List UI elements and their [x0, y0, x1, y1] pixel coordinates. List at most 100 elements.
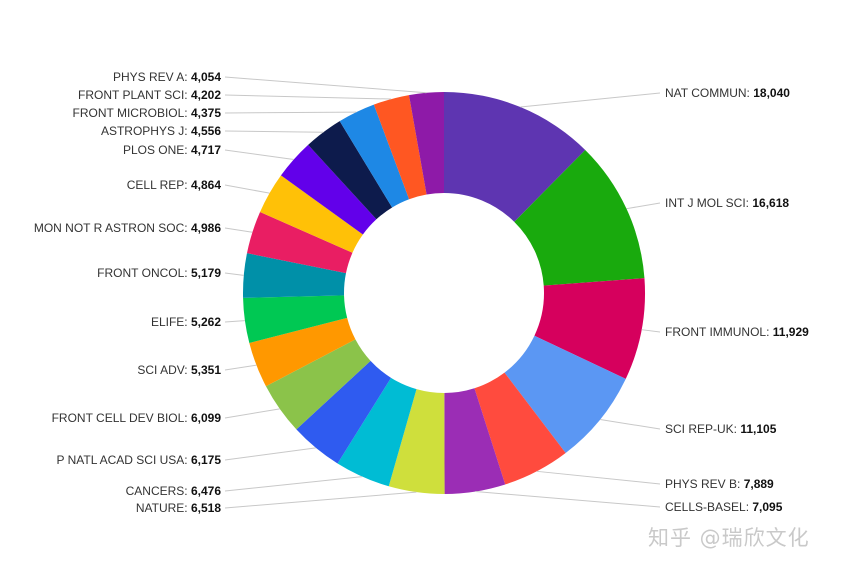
label-name: ELIFE:	[151, 315, 191, 329]
label-value: 6,175	[191, 453, 221, 467]
leader-line-sci-adv	[224, 364, 257, 371]
slice-int-j-mol-sci	[514, 149, 645, 286]
label-value: 6,099	[191, 411, 221, 425]
label-value: 5,179	[191, 266, 221, 280]
label-value: 4,717	[191, 143, 221, 157]
slice-mon-not-r-astron-soc	[246, 211, 353, 274]
label-value: 16,618	[752, 196, 789, 210]
label-name: PLOS ONE:	[123, 143, 191, 157]
label-value: 11,105	[740, 422, 776, 436]
leader-line-front-oncol	[224, 272, 244, 276]
slice-elife	[243, 295, 348, 344]
slice-cells-basel	[444, 388, 506, 494]
label-astrophys-j: ASTROPHYS J: 4,556	[101, 124, 221, 138]
label-sci-rep-uk: SCI REP-UK: 11,105	[665, 422, 777, 436]
leader-line-elife	[224, 320, 245, 323]
leader-line-phys-rev-a	[224, 76, 427, 94]
slice-front-immunol	[534, 278, 645, 379]
label-value: 7,095	[752, 500, 782, 514]
label-name: FRONT PLANT SCI:	[78, 88, 191, 102]
label-nature: NATURE: 6,518	[136, 501, 221, 515]
label-value: 6,518	[191, 501, 221, 515]
label-value: 18,040	[753, 86, 790, 100]
labels-group: NAT COMMUN: 18,040 INT J MOL SCI: 16,618 F…	[34, 70, 809, 515]
label-name: FRONT ONCOL:	[97, 266, 191, 280]
label-front-cell-dev-biol: FRONT CELL DEV BIOL: 6,099	[52, 411, 222, 425]
label-name: PHYS REV B:	[665, 477, 744, 491]
leader-line-phys-rev-b	[536, 470, 661, 485]
label-name: CANCERS:	[126, 484, 191, 498]
slice-p-natl-acad-sci-usa	[296, 360, 392, 464]
label-value: 4,864	[191, 178, 221, 192]
leader-line-p-natl-acad-sci-usa	[224, 447, 316, 461]
label-name: NATURE:	[136, 501, 191, 515]
leader-line-nat-commun	[520, 92, 661, 108]
label-nat-commun: NAT COMMUN: 18,040	[665, 86, 790, 100]
slice-phys-rev-b	[474, 372, 566, 485]
label-name: SCI REP-UK:	[665, 422, 740, 436]
leader-line-front-cell-dev-biol	[224, 408, 280, 419]
label-name: PHYS REV A:	[113, 70, 191, 84]
leader-line-front-immunol	[641, 329, 661, 333]
leader-lines-group	[224, 76, 661, 509]
label-value: 4,054	[191, 70, 221, 84]
slice-front-oncol	[242, 253, 346, 298]
label-p-natl-acad-sci-usa: P NATL ACAD SCI USA: 6,175	[56, 453, 221, 467]
label-value: 4,202	[191, 88, 221, 102]
label-value: 6,476	[191, 484, 221, 498]
leader-line-mon-not-r-astron-soc	[224, 227, 253, 233]
label-front-microbiol: FRONT MICROBIOL: 4,375	[73, 106, 222, 120]
label-name: CELLS-BASEL:	[665, 500, 752, 514]
label-value: 11,929	[773, 325, 809, 339]
label-mon-not-r-astron-soc: MON NOT R ASTRON SOC: 4,986	[34, 221, 221, 235]
label-name: NAT COMMUN:	[665, 86, 753, 100]
label-name: ASTROPHYS J:	[101, 124, 191, 138]
leader-line-astrophys-j	[224, 130, 324, 133]
label-value: 5,351	[191, 363, 221, 377]
leader-line-plos-one	[224, 149, 294, 160]
slice-sci-rep-uk	[504, 335, 626, 454]
label-sci-adv: SCI ADV: 5,351	[137, 363, 221, 377]
label-value: 7,889	[744, 477, 774, 491]
slices-group	[242, 92, 645, 495]
leader-line-int-j-mol-sci	[626, 202, 661, 210]
slice-cell-rep	[260, 175, 363, 253]
leader-line-nature	[224, 491, 417, 509]
leader-line-front-microbiol	[224, 111, 357, 114]
label-phys-rev-b: PHYS REV B: 7,889	[665, 477, 774, 491]
label-cell-rep: CELL REP: 4,864	[127, 178, 222, 192]
label-name: FRONT IMMUNOL:	[665, 325, 773, 339]
label-front-plant-sci: FRONT PLANT SCI: 4,202	[78, 88, 221, 102]
slice-front-cell-dev-biol	[265, 339, 371, 430]
label-name: INT J MOL SCI:	[665, 196, 752, 210]
label-elife: ELIFE: 5,262	[151, 315, 221, 329]
slice-front-plant-sci	[373, 95, 427, 200]
label-front-immunol: FRONT IMMUNOL: 11,929	[665, 325, 809, 339]
label-value: 5,262	[191, 315, 221, 329]
label-value: 4,986	[191, 221, 221, 235]
label-phys-rev-a: PHYS REV A: 4,054	[113, 70, 221, 84]
label-value: 4,375	[191, 106, 221, 120]
label-name: CELL REP:	[127, 178, 191, 192]
slice-plos-one	[280, 144, 377, 235]
label-name: SCI ADV:	[137, 363, 191, 377]
label-cancers: CANCERS: 6,476	[126, 484, 222, 498]
slice-phys-rev-a	[408, 92, 444, 195]
label-name: FRONT CELL DEV BIOL:	[52, 411, 191, 425]
label-name: MON NOT R ASTRON SOC:	[34, 221, 191, 235]
leader-line-sci-rep-uk	[600, 419, 661, 430]
label-front-oncol: FRONT ONCOL: 5,179	[97, 266, 221, 280]
slice-front-microbiol	[339, 104, 410, 208]
leader-line-cancers	[224, 476, 363, 492]
leader-line-cells-basel	[475, 491, 661, 508]
slice-sci-adv	[249, 317, 356, 387]
label-cells-basel: CELLS-BASEL: 7,095	[665, 500, 783, 514]
label-plos-one: PLOS ONE: 4,717	[123, 143, 221, 157]
watermark-text: 知乎 @瑞欣文化	[648, 526, 810, 550]
label-name: P NATL ACAD SCI USA:	[56, 453, 190, 467]
slice-astrophys-j	[308, 121, 393, 220]
slice-nature	[388, 389, 445, 495]
label-name: FRONT MICROBIOL:	[73, 106, 191, 120]
